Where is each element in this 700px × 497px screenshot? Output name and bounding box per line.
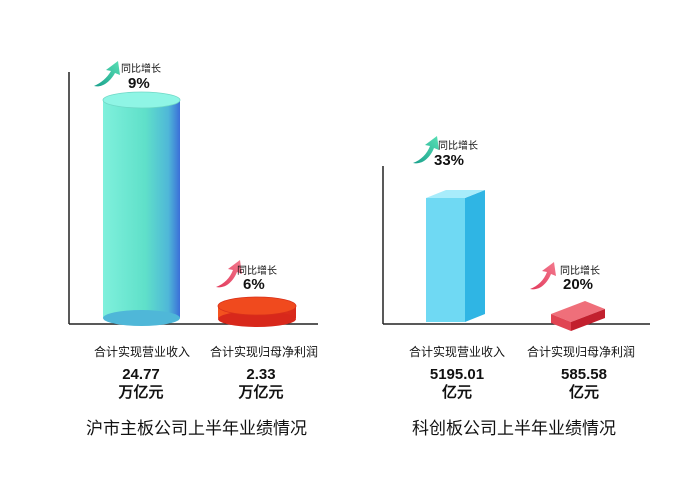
category-label-right-revenue: 合计实现营业收入 — [408, 345, 505, 359]
chart-title-left: 沪市主板公司上半年业绩情况 — [86, 419, 307, 439]
arrow-up-icon — [413, 136, 439, 164]
bar-right-revenue — [426, 190, 485, 322]
chart-title-right: 科创板公司上半年业绩情况 — [412, 419, 616, 439]
growth-label-left-profit: 同比增长 — [237, 266, 277, 277]
value-label-left-profit: 2.33 万亿元 — [226, 366, 296, 402]
value-label-right-profit: 585.58 亿元 — [544, 366, 624, 402]
arrow-up-icon — [530, 262, 556, 290]
growth-label-right-revenue: 同比增长 — [438, 141, 478, 152]
growth-value-right-profit: 20% — [563, 276, 594, 293]
category-label-left-profit: 合计实现归母净利润 — [209, 345, 318, 359]
growth-value-left-revenue: 9% — [128, 75, 150, 92]
bar-left-profit — [217, 296, 297, 327]
growth-value-right-revenue: 33% — [434, 152, 465, 169]
value-unit: 亿元 — [441, 384, 472, 401]
value-number: 585.58 — [561, 366, 607, 383]
value-number: 2.33 — [246, 366, 276, 383]
growth-label-right-profit: 同比增长 — [560, 266, 600, 277]
value-number: 24.77 — [122, 366, 160, 383]
category-label-left-revenue: 合计实现营业收入 — [93, 345, 190, 359]
value-label-right-revenue: 5195.01 亿元 — [412, 366, 502, 402]
value-unit: 万亿元 — [118, 384, 164, 401]
bar-right-profit — [551, 301, 605, 331]
arrow-up-icon — [94, 61, 120, 87]
value-number: 5195.01 — [429, 366, 485, 383]
value-label-left-revenue: 24.77 万亿元 — [106, 366, 176, 402]
category-label-right-profit: 合计实现归母净利润 — [526, 345, 635, 359]
bar-left-revenue — [102, 91, 181, 326]
arrow-up-icon — [216, 260, 242, 288]
value-unit: 万亿元 — [238, 384, 284, 401]
growth-value-left-profit: 6% — [243, 276, 265, 293]
growth-label-left-revenue: 同比增长 — [121, 64, 161, 75]
value-unit: 亿元 — [568, 384, 599, 401]
